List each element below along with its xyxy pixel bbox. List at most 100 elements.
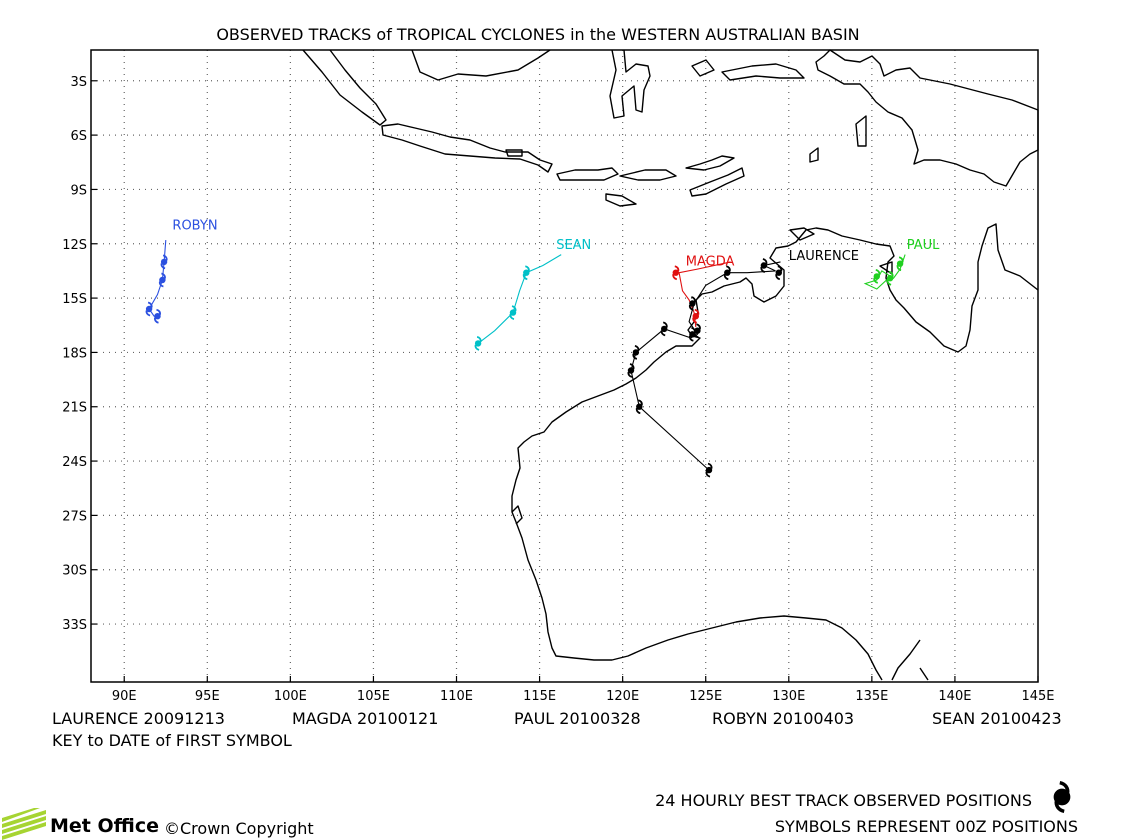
coastline-sharkbay [511,505,523,525]
track-sean: SEAN [474,238,591,351]
lon-tick-label: 135E [855,689,888,704]
track-magda: MAGDA [672,254,735,328]
copyright-text: ©Crown Copyright [164,819,314,838]
track-line-sean [477,254,562,344]
track-paul: PAUL [863,238,940,290]
track-point-laurence [660,321,668,337]
coastline-seram [721,63,805,81]
coastline-wetar [685,155,735,171]
key-note: KEY to DATE of FIRST SYMBOL [52,731,292,750]
track-point-laurence [627,363,635,378]
track-label-robyn: ROBYN [172,218,217,233]
lat-tick-label: 12S [62,238,87,253]
map-title: OBSERVED TRACKS of TROPICAL CYCLONES in … [216,25,859,44]
coastline-borneo [411,49,551,81]
lat-tick-label: 30S [62,564,87,579]
track-label-laurence: LAURENCE [789,249,859,264]
lat-tick-label: 15S [62,292,87,307]
lat-tick-label: 6S [70,129,87,144]
lon-tick-label: 125E [689,689,722,704]
track-point-robyn [145,301,153,317]
storm-key-row: LAURENCE 20091213 MAGDA 20100121 PAUL 20… [52,709,1062,750]
track-point-laurence [688,326,696,342]
lon-tick-label: 140E [938,689,971,704]
lat-tick-label: 21S [62,401,87,416]
storm-key-sean: SEAN 20100423 [932,709,1062,728]
lon-tick-label: 95E [195,689,220,704]
track-point-sean [509,305,517,320]
met-office-logo: Met Office [2,808,159,840]
track-robyn: ROBYN [145,218,218,324]
track-point-robyn [154,308,161,324]
lat-lon-grid [91,50,1039,682]
coastline-java [381,123,553,173]
met-office-logo-text: Met Office [50,815,159,837]
track-point-laurence [705,462,713,478]
track-point-sean [522,265,530,281]
coastline-australia [511,223,1039,681]
lat-tick-label: 33S [62,618,87,633]
lat-tick-label: 27S [62,509,87,524]
track-point-paul [873,269,881,284]
coastline-lombok-sumbawa [556,167,619,181]
coastline-sumba [605,193,637,207]
track-point-laurence [760,258,768,273]
coastline-bali [505,149,523,157]
cyclone-symbol-icon [1053,780,1071,814]
met-office-logo-mark [2,808,46,840]
track-point-laurence [723,265,731,281]
track-point-laurence [688,296,696,311]
storm-key-laurence: LAURENCE 20091213 [52,709,225,728]
plot-frame [90,49,1039,683]
coastlines [302,49,1039,681]
coastline-flores [619,169,677,181]
storm-key-paul: PAUL 20100328 [514,709,641,728]
coastline-island-b [855,115,867,147]
lat-tick-label: 9S [70,183,87,198]
track-point-sean [474,336,482,351]
track-line-paul [863,254,906,290]
storm-key-robyn: ROBYN 20100403 [712,709,854,728]
coastline-sumatra [302,49,387,126]
storm-key-magda: MAGDA 20100121 [292,709,438,728]
coastline-timor [689,167,745,197]
coastline-new-guinea [815,49,1039,187]
coastline-groote [879,261,893,275]
lon-tick-label: 145E [1021,689,1054,704]
lon-tick-label: 120E [606,689,639,704]
lat-tick-label: 3S [70,75,87,90]
coastline-island-a [809,147,819,163]
track-point-laurence [635,399,643,415]
coastline-south-east [919,667,929,681]
track-point-paul [896,256,904,272]
lon-tick-label: 130E [772,689,805,704]
track-point-robyn [160,254,168,270]
coastline-buru [691,59,715,77]
longitude-labels: 90E 95E 100E 105E 110E 115E 120E 125E 130E 135E 14… [112,689,1055,704]
track-point-robyn [158,272,166,288]
track-point-magda [672,265,680,281]
lon-tick-label: 105E [357,689,390,704]
track-label-magda: MAGDA [686,254,735,269]
cyclone-tracks: ROBYN SEAN MAGDA LAURENCE PAUL [145,218,940,478]
coastline-sulawesi [609,49,651,119]
track-point-magda [692,308,700,324]
latitude-labels: 3S 6S 9S 12S 15S 18S 21S 24S 27S 30S 33S [62,75,87,633]
track-label-sean: SEAN [556,238,591,253]
track-laurence: LAURENCE [627,249,859,478]
lon-tick-label: 100E [274,689,307,704]
lat-tick-label: 24S [62,455,87,470]
coastline-melville [789,227,815,241]
track-label-paul: PAUL [907,238,940,253]
legend-line-2: SYMBOLS REPRESENT 00Z POSITIONS [775,817,1078,836]
track-point-paul [886,270,894,286]
lon-tick-label: 110E [440,689,473,704]
coastline-spencer-gulf [891,639,921,681]
lat-tick-label: 18S [62,346,87,361]
symbol-legend: 24 HOURLY BEST TRACK OBSERVED POSITIONS … [655,780,1078,836]
track-point-laurence [775,265,783,281]
legend-line-1: 24 HOURLY BEST TRACK OBSERVED POSITIONS [655,791,1032,810]
lon-tick-label: 115E [523,689,556,704]
track-line-magda [678,261,731,328]
